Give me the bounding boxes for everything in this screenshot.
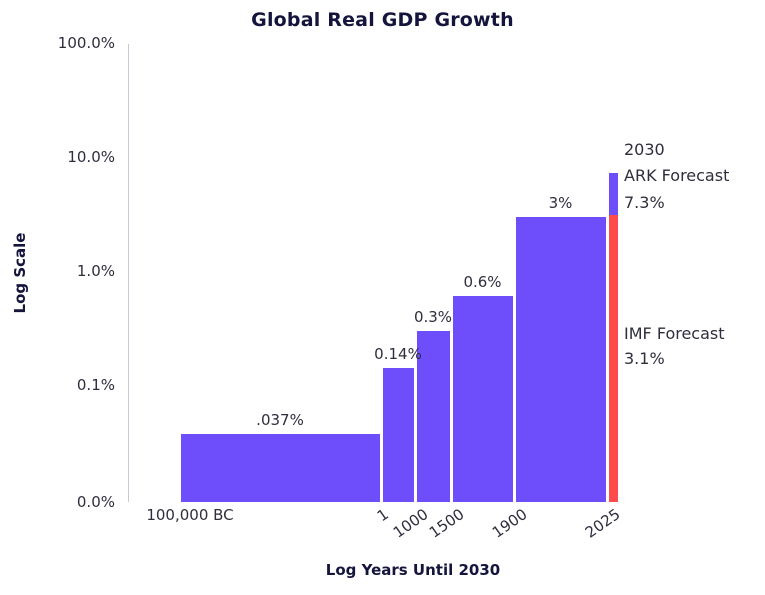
- bar-2030-ark-segment: [608, 172, 618, 215]
- y-tick-label: 0.0%: [76, 493, 115, 511]
- y-axis-line: [128, 44, 129, 502]
- x-tick-label: 2025: [581, 505, 624, 542]
- annotation-ark-forecast-value: 7.3%: [624, 193, 665, 212]
- bar: [515, 216, 606, 502]
- x-axis-title: Log Years Until 2030: [325, 561, 501, 579]
- bar: [452, 296, 513, 502]
- x-tick-label: 1000: [389, 505, 432, 542]
- annotation-2030-label: 2030: [624, 140, 665, 159]
- bar-2030-imf-segment: [608, 214, 618, 502]
- bar-value-label: 0.14%: [374, 345, 422, 364]
- x-tick-label: 1: [374, 505, 393, 526]
- bar: [416, 330, 450, 502]
- annotation-imf-forecast-name: IMF Forecast: [624, 324, 725, 343]
- bar: [180, 434, 380, 502]
- bar: [382, 368, 414, 502]
- y-tick-label: 10.0%: [67, 148, 115, 166]
- y-tick-label: 0.1%: [76, 376, 115, 394]
- x-tick-label: 1500: [425, 505, 468, 542]
- annotation-ark-forecast-name: ARK Forecast: [624, 166, 730, 185]
- x-tick-label: 100,000 BC: [146, 506, 234, 524]
- x-tick-label: 1900: [488, 505, 531, 542]
- bar-value-label: 0.3%: [413, 307, 453, 326]
- bar-value-label: 3%: [548, 193, 573, 212]
- bar-value-label: .037%: [256, 411, 304, 430]
- annotation-imf-forecast-value: 3.1%: [624, 349, 665, 368]
- y-tick-label: 100.0%: [57, 34, 115, 52]
- y-tick-label: 1.0%: [76, 262, 115, 280]
- chart-title: Global Real GDP Growth: [251, 9, 514, 31]
- bar-value-label: 0.6%: [463, 273, 502, 292]
